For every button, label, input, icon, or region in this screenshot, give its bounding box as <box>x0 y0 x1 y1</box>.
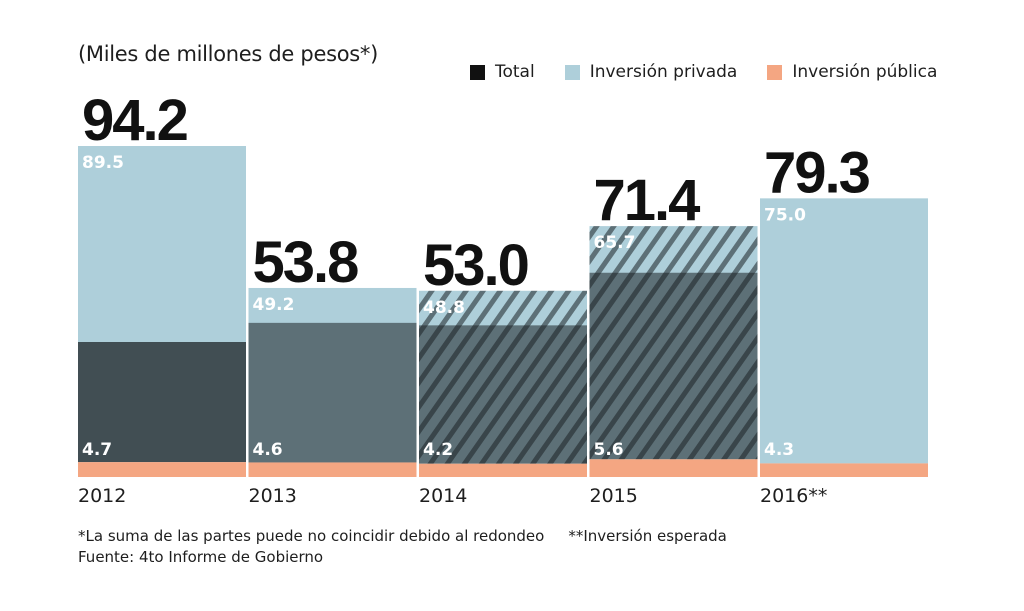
bar-publica <box>419 463 587 477</box>
bar-photo-overlay <box>78 342 246 463</box>
bar-group-2015: 71.465.7 5.6 2015 <box>589 168 758 507</box>
total-label: 71.4 <box>594 168 701 233</box>
bar-photo-overlay <box>248 322 417 463</box>
privada-label: 49.2 <box>253 295 295 315</box>
bar-publica <box>248 462 417 477</box>
privada-label: 75.0 <box>764 205 806 225</box>
legend-item-publica: Inversión pública <box>767 62 937 82</box>
bar-publica <box>589 459 758 477</box>
bar-group-2012: 94.289.5 4.7 2012 <box>78 88 246 507</box>
privada-label: 48.8 <box>423 298 465 318</box>
publica-label: 4.7 <box>82 440 112 460</box>
publica-label: 4.6 <box>253 440 283 460</box>
bar-privada <box>760 198 928 464</box>
legend-label-total: Total <box>495 62 535 82</box>
total-label: 94.2 <box>82 88 187 153</box>
bar-publica <box>760 463 928 477</box>
bar-group-2013: 53.849.2 4.6 2013 <box>248 230 417 507</box>
legend-item-privada: Inversión privada <box>564 62 738 82</box>
publica-label: 4.2 <box>423 440 453 460</box>
x-tick-label: 2014 <box>419 485 467 507</box>
publica-label: 4.3 <box>764 440 794 460</box>
x-tick-label: 2012 <box>78 485 126 507</box>
total-label: 53.0 <box>423 233 528 298</box>
bar-group-2016: 79.375.0 4.3 2016** <box>760 140 928 507</box>
x-tick-label: 2016** <box>760 485 827 507</box>
bar-publica <box>78 462 246 477</box>
note-expected: **Inversión esperada <box>568 527 727 545</box>
privada-label: 89.5 <box>82 153 124 173</box>
bar-photo-overlay <box>419 325 587 464</box>
bar-group-2014: 53.048.8 4.2 2014 <box>419 233 587 507</box>
legend-label-privada: Inversión privada <box>589 62 738 82</box>
bar-photo-overlay <box>589 272 758 460</box>
privada-label: 65.7 <box>594 233 636 253</box>
publica-label: 5.6 <box>594 440 624 460</box>
legend-swatch-publica <box>767 64 783 80</box>
legend-swatch-privada <box>564 64 580 80</box>
footnotes: *La suma de las partes puede no coincidi… <box>78 526 727 568</box>
note-source: Fuente: 4to Informe de Gobierno <box>78 548 324 566</box>
x-tick-label: 2015 <box>590 485 638 507</box>
legend-swatch-total <box>470 64 485 80</box>
legend-label-publica: Inversión pública <box>792 62 938 82</box>
total-label: 79.3 <box>764 140 870 205</box>
total-label: 53.8 <box>253 230 359 295</box>
legend: Total Inversión privada Inversión públic… <box>470 62 937 82</box>
x-tick-label: 2013 <box>249 485 297 507</box>
legend-item-total: Total <box>470 62 535 82</box>
note-rounding: *La suma de las partes puede no coincidi… <box>78 527 545 545</box>
unit-label: (Miles de millones de pesos*) <box>78 42 378 66</box>
